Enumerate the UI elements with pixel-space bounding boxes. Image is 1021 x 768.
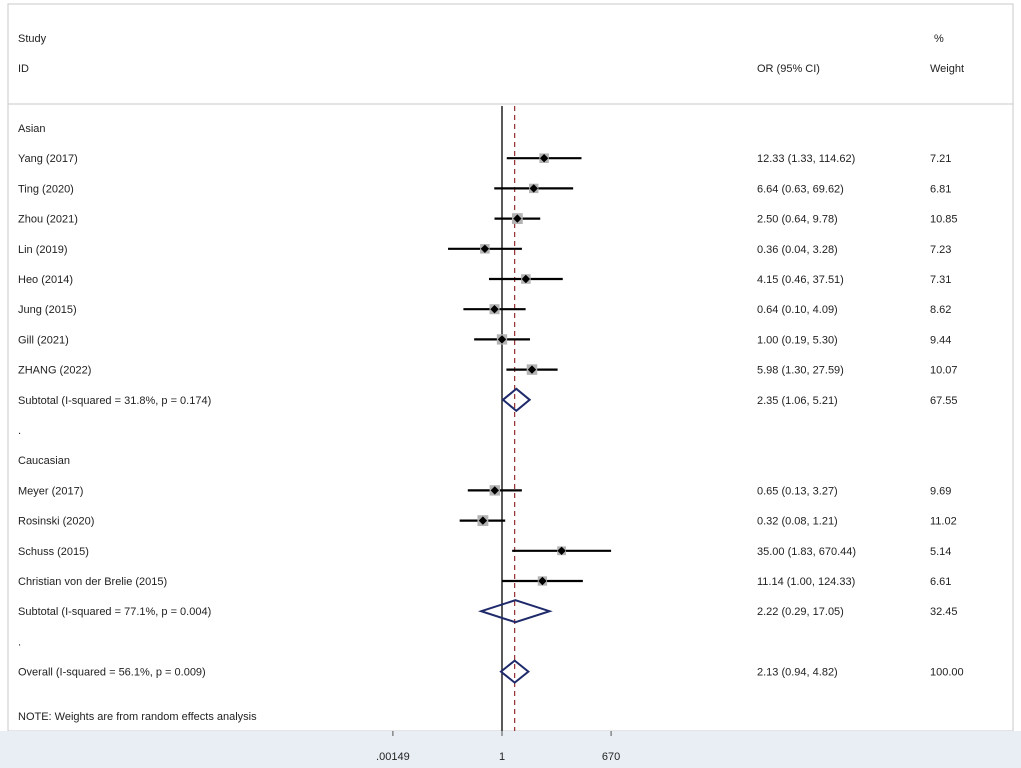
point-estimate [513,214,522,223]
or-ci-text: 4.15 (0.46, 37.51) [757,274,844,286]
weight-text: 6.61 [930,576,951,588]
x-axis-band [0,731,1021,768]
weight-text: 32.45 [930,606,958,618]
point-estimate [480,244,490,253]
or-ci-text: 35.00 (1.83, 670.44) [757,546,856,558]
study-label: Ting (2020) [18,183,74,195]
study-label: Heo (2014) [18,274,73,286]
header-or: OR (95% CI) [757,63,820,75]
forest-marks: Asian Yang (2017) 12.33 (1.33, 114.62) 7.21… [18,106,964,731]
subtotal-label: Subtotal (I-squared = 31.8%, p = 0.174) [18,395,211,407]
subtotal-label: Overall (I-squared = 56.1%, p = 0.009) [18,667,206,679]
study-label: Yang (2017) [18,153,78,165]
group-separator: . [18,425,21,437]
header-study: Study [18,33,47,45]
point-estimate [557,546,566,555]
pooled-diamond [499,659,530,684]
point-estimate [490,486,499,495]
or-ci-text: 2.22 (0.29, 17.05) [757,606,844,618]
point-estimate [521,274,531,284]
weight-text: 10.85 [930,214,958,226]
x-tick-label: 1 [499,751,505,763]
group-label: Asian [18,123,46,135]
study-label: Lin (2019) [18,244,68,256]
or-ci-text: 2.13 (0.94, 4.82) [757,667,838,679]
x-tick-label: 670 [602,751,620,763]
group-separator: . [18,636,21,648]
weight-text: 8.62 [930,304,951,316]
group-label: Caucasian [18,455,70,467]
or-ci-text: 1.00 (0.19, 5.30) [757,334,838,346]
point-estimate [497,335,507,344]
weight-text: 11.02 [930,516,957,528]
weight-text: 5.14 [930,546,951,558]
x-tick-label: .00149 [376,751,410,763]
study-label: Rosinski (2020) [18,516,94,528]
point-estimate [539,154,549,163]
note-text: NOTE: Weights are from random effects an… [18,711,257,723]
point-estimate [538,576,547,586]
weight-text: 100.00 [930,667,964,679]
or-ci-text: 0.65 (0.13, 3.27) [757,485,838,497]
study-label: Gill (2021) [18,334,69,346]
pooled-diamond [477,599,553,624]
weight-text: 9.44 [930,334,951,346]
point-estimate [478,516,488,525]
subtotal-label: Subtotal (I-squared = 77.1%, p = 0.004) [18,606,211,618]
header-percent: % [934,33,944,45]
or-ci-text: 2.35 (1.06, 5.21) [757,395,838,407]
or-ci-text: 11.14 (1.00, 124.33) [757,576,855,588]
weight-text: 6.81 [930,183,951,195]
study-label: Christian von der Brelie (2015) [18,576,167,588]
weight-text: 7.21 [930,153,951,165]
pooled-diamond [501,387,532,413]
weight-text: 10.07 [930,365,958,377]
weight-text: 7.23 [930,244,951,256]
header-weight: Weight [930,63,964,75]
point-estimate [490,305,499,314]
study-label: Jung (2015) [18,304,77,316]
study-label: ZHANG (2022) [18,365,91,377]
weight-text: 7.31 [930,274,951,286]
study-label: Schuss (2015) [18,546,89,558]
point-estimate [527,365,537,374]
or-ci-text: 0.32 (0.08, 1.21) [757,516,838,528]
point-estimate [529,184,538,193]
study-label: Zhou (2021) [18,214,78,226]
weight-text: 67.55 [930,395,958,407]
study-label: Meyer (2017) [18,485,83,497]
weight-text: 9.69 [930,485,951,497]
or-ci-text: 0.36 (0.04, 3.28) [757,244,838,256]
or-ci-text: 0.64 (0.10, 4.09) [757,304,838,316]
or-ci-text: 5.98 (1.30, 27.59) [757,365,844,377]
header-id: ID [18,63,29,75]
or-ci-text: 2.50 (0.64, 9.78) [757,214,838,226]
or-ci-text: 12.33 (1.33, 114.62) [757,153,855,165]
or-ci-text: 6.64 (0.63, 69.62) [757,183,844,195]
